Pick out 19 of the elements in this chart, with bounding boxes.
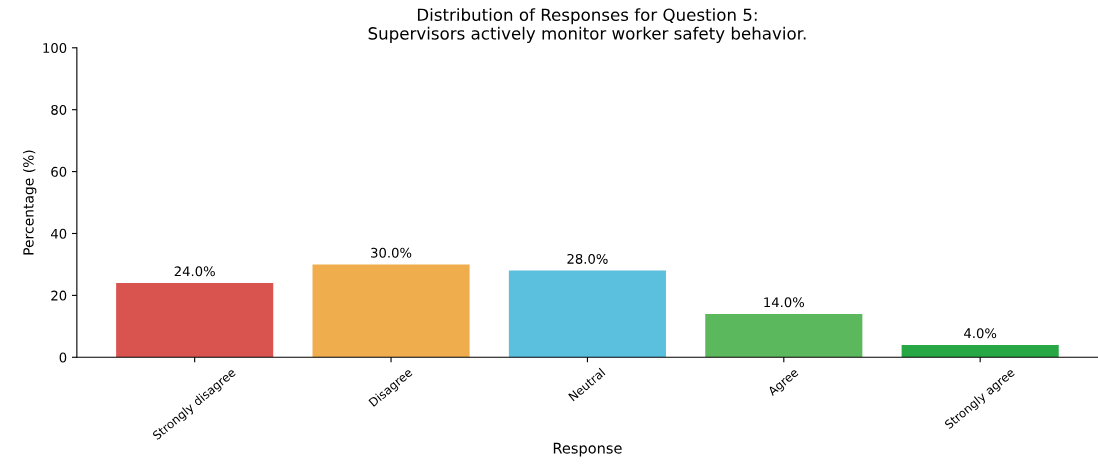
chart-title: Distribution of Responses for Question 5: Supervisors actively monitor worker safety behavior.	[368, 8, 806, 43]
y-tick-label: 40	[50, 228, 67, 239]
data-label: 28.0%	[567, 253, 608, 264]
y-tick-label: 80	[51, 104, 67, 115]
bar	[901, 344, 1059, 358]
data-label: 4.0%	[964, 328, 997, 339]
data-label: 14.0%	[764, 297, 805, 308]
bar	[116, 283, 274, 358]
data-label: 24.0%	[174, 266, 215, 277]
x-axis-title: Response	[553, 442, 622, 457]
data-label: 30.0%	[371, 247, 412, 258]
y-tick-label: 20	[51, 290, 67, 301]
bar	[312, 264, 470, 358]
y-axis-title: Percentage (%)	[22, 150, 37, 255]
bar	[705, 313, 863, 358]
bar	[508, 270, 666, 358]
y-tick-label: 60	[51, 166, 67, 177]
y-tick-label: 0	[59, 352, 67, 363]
y-tick-label: 100	[43, 43, 67, 53]
